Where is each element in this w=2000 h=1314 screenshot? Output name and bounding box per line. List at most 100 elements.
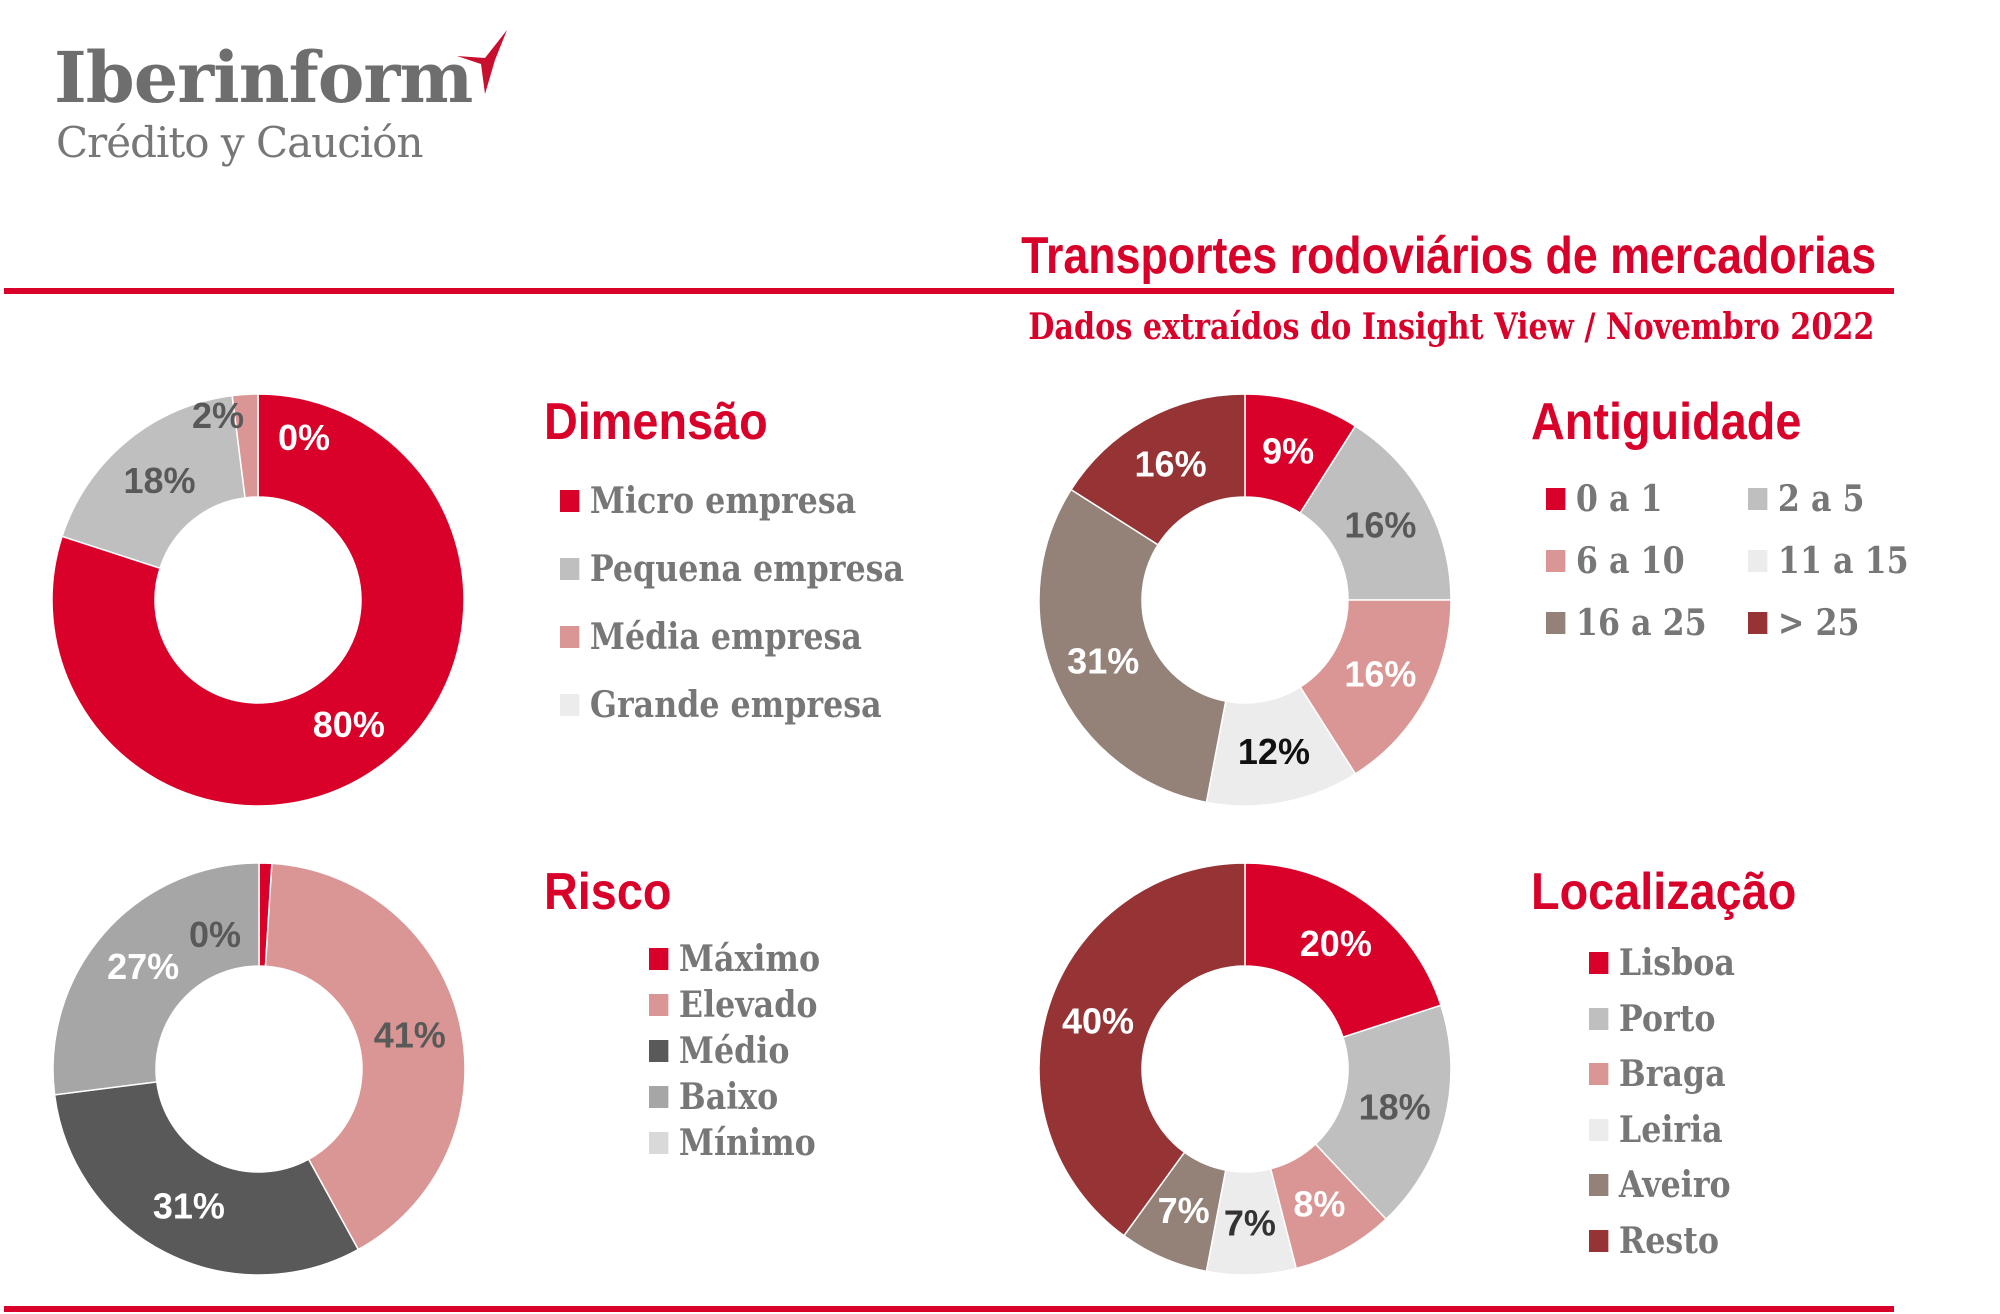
donut-slice	[51, 393, 465, 807]
legend-label: 0 a 1	[1575, 478, 1663, 520]
legend-item: Braga	[1589, 1053, 1726, 1095]
legend-swatch	[1589, 1118, 1609, 1141]
legend-label: Médio	[678, 1030, 790, 1072]
legend-item: Aveiro	[1589, 1164, 1731, 1206]
legend-label: > 25	[1777, 602, 1860, 644]
legend-label: Mínimo	[678, 1122, 816, 1164]
data-label: 18%	[1359, 1086, 1431, 1127]
legend-label: 16 a 25	[1575, 602, 1707, 644]
data-label: 8%	[1293, 1183, 1345, 1224]
donut-slice	[1244, 862, 1442, 1039]
legend-item: Baixo	[649, 1076, 778, 1118]
data-label: 16%	[1344, 653, 1416, 694]
legend-label: Baixo	[678, 1076, 779, 1118]
legend-label: Média empresa	[589, 616, 862, 658]
legend-label: 2 a 5	[1777, 478, 1865, 520]
legend-swatch	[1589, 1063, 1609, 1085]
donut-slice	[1314, 1004, 1452, 1221]
donut-slice	[53, 1081, 360, 1276]
legend-item: 6 a 10	[1546, 540, 1685, 582]
legend-swatch	[560, 490, 580, 512]
section-title-risco: Risco	[544, 863, 672, 921]
data-label: 80%	[313, 704, 385, 745]
donut-slice	[1299, 599, 1452, 775]
legend-label: Porto	[1618, 997, 1716, 1040]
legend-item: 0 a 1	[1546, 478, 1663, 520]
legend-item: Mínimo	[649, 1122, 816, 1164]
legend-label: 6 a 10	[1575, 540, 1685, 582]
legend-swatch	[649, 1040, 669, 1062]
data-label: 12%	[1238, 731, 1310, 772]
data-label: 31%	[153, 1186, 225, 1227]
data-label: 7%	[1224, 1202, 1276, 1243]
legend-item: Lisboa	[1589, 942, 1735, 984]
legend-label: Máximo	[678, 938, 821, 980]
section-title-dimensao: Dimensão	[544, 393, 768, 451]
legend-swatch	[1748, 550, 1768, 572]
data-label: 16%	[1344, 505, 1416, 546]
section-title-localizacao: Localização	[1531, 863, 1797, 921]
legend-item: Resto	[1589, 1220, 1719, 1262]
data-label: 0%	[278, 417, 330, 458]
legend-label: Aveiro	[1618, 1164, 1731, 1206]
data-label: 2%	[192, 395, 244, 436]
donut-slice	[1299, 425, 1452, 601]
legend-swatch	[560, 558, 580, 580]
data-label: 16%	[1135, 444, 1207, 485]
legend-label: Elevado	[678, 984, 818, 1026]
data-label: 7%	[1158, 1190, 1210, 1231]
legend-swatch	[1546, 488, 1566, 510]
legend-label: Lisboa	[1618, 942, 1735, 984]
page-title: Transportes rodoviários de mercadorias	[1021, 227, 1876, 285]
legend-label: Grande empresa	[589, 684, 882, 726]
legend-swatch	[1589, 1007, 1609, 1030]
legend-item: Porto	[1589, 998, 1715, 1040]
legend-swatch	[1589, 952, 1609, 974]
title-divider	[4, 288, 1894, 294]
donut-chart-antiguidade: 9% 16% 16% 12% 31% 16%	[1038, 393, 1452, 807]
legend-item: 16 a 25	[1546, 602, 1707, 644]
donut-slice	[52, 862, 260, 1096]
data-label: 9%	[1262, 431, 1314, 472]
legend-swatch	[649, 994, 669, 1016]
legend-item: 2 a 5	[1748, 478, 1865, 520]
logo-bird-icon	[457, 30, 507, 94]
legend-label: Resto	[1618, 1219, 1720, 1262]
donut-chart-localizacao: 20% 18% 8% 7% 7% 40%	[1038, 862, 1452, 1276]
legend-item: 11 a 15	[1748, 540, 1909, 582]
legend-item: Micro empresa	[560, 480, 856, 522]
legend-item: Pequena empresa	[560, 548, 904, 590]
legend-swatch	[1589, 1174, 1609, 1196]
legend-swatch	[649, 948, 669, 970]
legend-item: Médio	[649, 1030, 789, 1072]
donut-slice	[264, 862, 466, 1251]
bottom-divider	[4, 1306, 1894, 1312]
donut-slice	[61, 394, 246, 570]
page-subtitle: Dados extraídos do Insight View / Novemb…	[1027, 306, 1874, 348]
data-label: 41%	[374, 1014, 446, 1055]
data-label: 31%	[1067, 640, 1139, 681]
legend-item: > 25	[1748, 602, 1860, 644]
legend-swatch	[560, 694, 580, 716]
legend-label: Pequena empresa	[589, 548, 905, 590]
legend-item: Grande empresa	[560, 684, 882, 726]
donut-slice	[1038, 862, 1246, 1237]
logo-wordmark: Iberinform	[54, 36, 473, 119]
donut-slice	[231, 393, 259, 499]
section-title-antiguidade: Antiguidade	[1531, 393, 1802, 451]
legend-swatch	[1748, 488, 1768, 510]
donut-slice	[1070, 393, 1246, 546]
legend-item: Leiria	[1589, 1109, 1723, 1151]
data-label: 18%	[123, 460, 195, 501]
data-label: 0%	[189, 914, 241, 955]
legend-item: Média empresa	[560, 616, 862, 658]
legend-item: Máximo	[649, 938, 820, 980]
legend-swatch	[1589, 1229, 1609, 1252]
data-label: 27%	[107, 946, 179, 987]
data-label: 20%	[1300, 923, 1372, 964]
donut-slice	[1038, 488, 1227, 804]
data-label: 40%	[1062, 1000, 1134, 1041]
legend-label: 11 a 15	[1777, 540, 1909, 582]
legend-label: Braga	[1618, 1053, 1726, 1095]
legend-swatch	[560, 626, 580, 648]
